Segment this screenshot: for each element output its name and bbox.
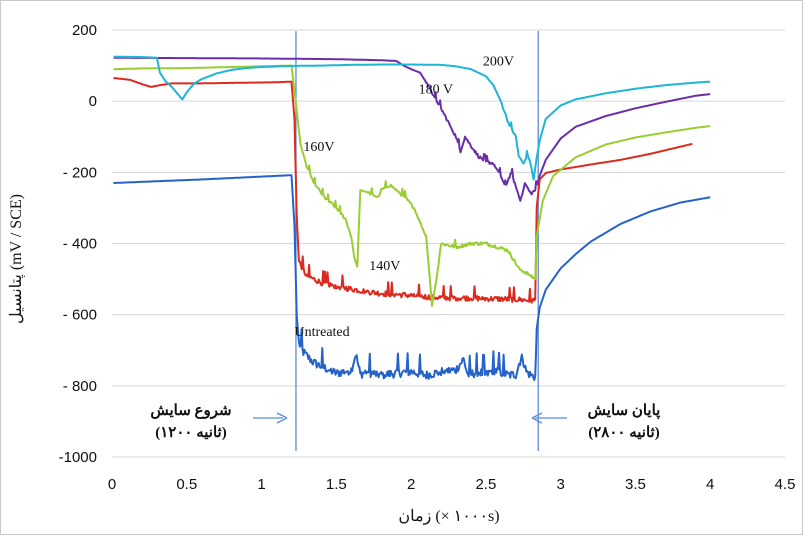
start-wear-label: شروع سایش bbox=[150, 403, 231, 419]
x-axis-ticks: 0 0.5 1 1.5 2 2.5 3 3.5 4 4.5 bbox=[108, 476, 796, 493]
y-tick-label: - 800 bbox=[63, 378, 97, 395]
series-line-180v bbox=[113, 56, 711, 202]
x-axis-title: زمان (× ۱۰۰۰s) bbox=[398, 508, 499, 525]
start-wear-time: (۱۲۰۰ ثانیه) bbox=[155, 425, 226, 441]
start-wear-annotation: شروع سایش (۱۲۰۰ ثانیه) bbox=[150, 403, 288, 441]
x-tick-label: 3.5 bbox=[625, 476, 646, 493]
y-tick-label: 0 bbox=[89, 93, 97, 110]
series-label: 140V bbox=[369, 259, 400, 274]
end-wear-annotation: پایان سایش (۲۸۰۰ ثانیه) bbox=[531, 403, 661, 441]
y-tick-label: - 600 bbox=[63, 307, 97, 324]
series-label: 160V bbox=[303, 140, 334, 155]
x-tick-label: 1.5 bbox=[326, 476, 347, 493]
end-wear-time: (۲۸۰۰ ثانیه) bbox=[588, 425, 659, 441]
x-tick-label: 1 bbox=[257, 476, 265, 493]
x-tick-label: 3 bbox=[556, 476, 564, 493]
x-tick-label: 0 bbox=[108, 476, 116, 493]
series-label: 200V bbox=[483, 55, 514, 70]
y-tick-label: - 200 bbox=[63, 164, 97, 181]
x-tick-label: 0.5 bbox=[176, 476, 197, 493]
series-line-160v bbox=[113, 64, 711, 307]
data-series bbox=[113, 55, 711, 381]
x-tick-label: 4.5 bbox=[775, 476, 796, 493]
series-line-140v bbox=[113, 77, 693, 304]
y-tick-label: - 400 bbox=[63, 236, 97, 253]
series-line-untreated bbox=[113, 174, 711, 381]
start-wear-arrowhead bbox=[276, 412, 288, 424]
x-tick-label: 2.5 bbox=[475, 476, 496, 493]
series-label: Untreated bbox=[294, 325, 349, 340]
y-tick-label: 200 bbox=[72, 22, 97, 39]
y-axis-title: پتانسیل (mV / SCE) bbox=[8, 194, 25, 324]
x-tick-label: 2 bbox=[407, 476, 415, 493]
x-tick-label: 4 bbox=[706, 476, 714, 493]
gridlines bbox=[112, 29, 785, 458]
series-line-200v bbox=[113, 55, 711, 181]
series-labels: Untreated 140V 160V 180 V 200V bbox=[294, 55, 514, 340]
end-wear-label: پایان سایش bbox=[588, 403, 661, 420]
wear-marker-lines bbox=[295, 31, 539, 451]
end-wear-arrowhead bbox=[531, 412, 543, 424]
y-tick-label: -1000 bbox=[59, 449, 97, 466]
y-axis-ticks: 200 0 - 200 - 400 - 600 - 800 -1000 bbox=[59, 22, 97, 466]
series-label: 180 V bbox=[419, 82, 453, 97]
